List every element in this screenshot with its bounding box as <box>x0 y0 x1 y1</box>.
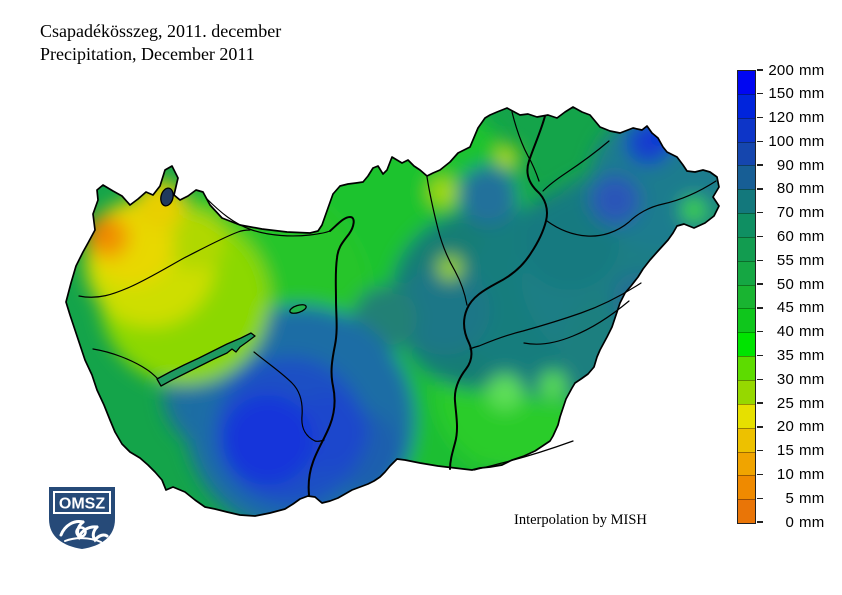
legend-label: 60 mm <box>757 228 824 245</box>
legend-label: 40 mm <box>757 323 824 340</box>
legend-band <box>738 117 755 142</box>
legend-tick <box>757 164 763 166</box>
legend-tick <box>757 140 763 143</box>
legend-tick <box>757 426 763 428</box>
legend-label: 25 mm <box>757 395 824 412</box>
lakes <box>156 187 307 387</box>
legend-label: 5 mm <box>757 490 824 507</box>
legend-band <box>738 403 755 428</box>
legend-band <box>738 93 755 118</box>
legend-tick <box>757 235 763 238</box>
legend-band <box>738 356 755 380</box>
legend-band <box>738 284 755 309</box>
legend-band <box>738 141 755 166</box>
legend-band <box>738 332 755 357</box>
omsz-logo-text: OMSZ <box>59 496 105 513</box>
legend-band <box>738 451 755 476</box>
omsz-logo: OMSZ <box>49 487 115 549</box>
legend-labels: 200 mm 150 mm 120 mm 100 mm 90 mm 80 mm 70 mm 60 mm 55 mm… <box>757 62 837 531</box>
legend-label: 120 mm <box>757 109 824 126</box>
legend-tick <box>757 212 763 214</box>
legend-color-bar <box>737 70 756 524</box>
title-english: Precipitation, December 2011 <box>40 44 255 64</box>
legend-tick <box>757 378 763 380</box>
river-mosoni-duna <box>205 197 331 237</box>
legend-band <box>738 379 755 404</box>
legend-label: 30 mm <box>757 371 824 388</box>
map-title: Csapadékösszeg, 2011. december Precipita… <box>40 20 281 66</box>
river-koros <box>469 282 642 350</box>
legend-label: 50 mm <box>757 276 824 293</box>
legend-tick <box>757 307 763 309</box>
river-bodrog <box>542 140 610 192</box>
legend-tick <box>757 521 763 523</box>
legend-label: 80 mm <box>757 180 824 197</box>
river-zala <box>92 348 159 380</box>
legend-tick <box>757 330 763 333</box>
legend-tick <box>757 93 763 95</box>
river-zagyva <box>426 176 468 306</box>
river-sio <box>253 351 325 443</box>
legend-band <box>738 236 755 261</box>
legend-label: 15 mm <box>757 442 824 459</box>
legend-label: 55 mm <box>757 252 824 269</box>
legend-tick <box>757 402 763 404</box>
country-outline <box>65 106 720 517</box>
river-danube <box>307 215 355 496</box>
legend-band <box>738 165 755 190</box>
legend-label: 200 mm <box>757 62 824 79</box>
legend-tick <box>757 116 763 119</box>
legend-label: 150 mm <box>757 85 824 102</box>
legend-band <box>738 308 755 333</box>
legend-band <box>738 499 755 524</box>
legend-label: 10 mm <box>757 466 824 483</box>
legend-band <box>738 213 755 237</box>
omsz-logo-shield <box>49 487 115 549</box>
interpolation-credit: Interpolation by MISH <box>514 512 647 528</box>
legend-band <box>738 427 755 452</box>
legend-tick <box>757 69 763 71</box>
legend-tick <box>757 259 763 261</box>
precipitation-field <box>66 107 719 516</box>
legend-tick <box>757 188 763 190</box>
legend-label: 70 mm <box>757 204 824 221</box>
legend-tick <box>757 497 763 499</box>
legend-tick <box>757 473 763 476</box>
legend-label: 100 mm <box>757 133 824 150</box>
lake-balaton <box>156 332 256 387</box>
lake-ferto <box>160 187 174 207</box>
lake-velence <box>289 304 307 314</box>
river-szamos <box>546 180 717 237</box>
legend-label: 35 mm <box>757 347 824 364</box>
legend-label: 0 mm <box>757 514 824 531</box>
rivers <box>78 111 717 496</box>
river-raba <box>78 229 251 298</box>
title-hungarian: Csapadékösszeg, 2011. december <box>40 21 282 41</box>
river-koros-branch <box>523 300 630 345</box>
river-tisza <box>449 115 548 470</box>
legend-band <box>738 475 755 500</box>
wave-icon <box>59 520 109 543</box>
legend-tick <box>757 283 763 285</box>
legend-label: 20 mm <box>757 418 824 435</box>
legend-band <box>738 71 755 94</box>
river-sajo <box>511 111 540 182</box>
legend-label: 90 mm <box>757 157 824 174</box>
legend-tick <box>757 354 763 357</box>
legend-band <box>738 260 755 285</box>
legend-band <box>738 189 755 214</box>
legend-tick <box>757 449 763 452</box>
legend-label: 45 mm <box>757 299 824 316</box>
